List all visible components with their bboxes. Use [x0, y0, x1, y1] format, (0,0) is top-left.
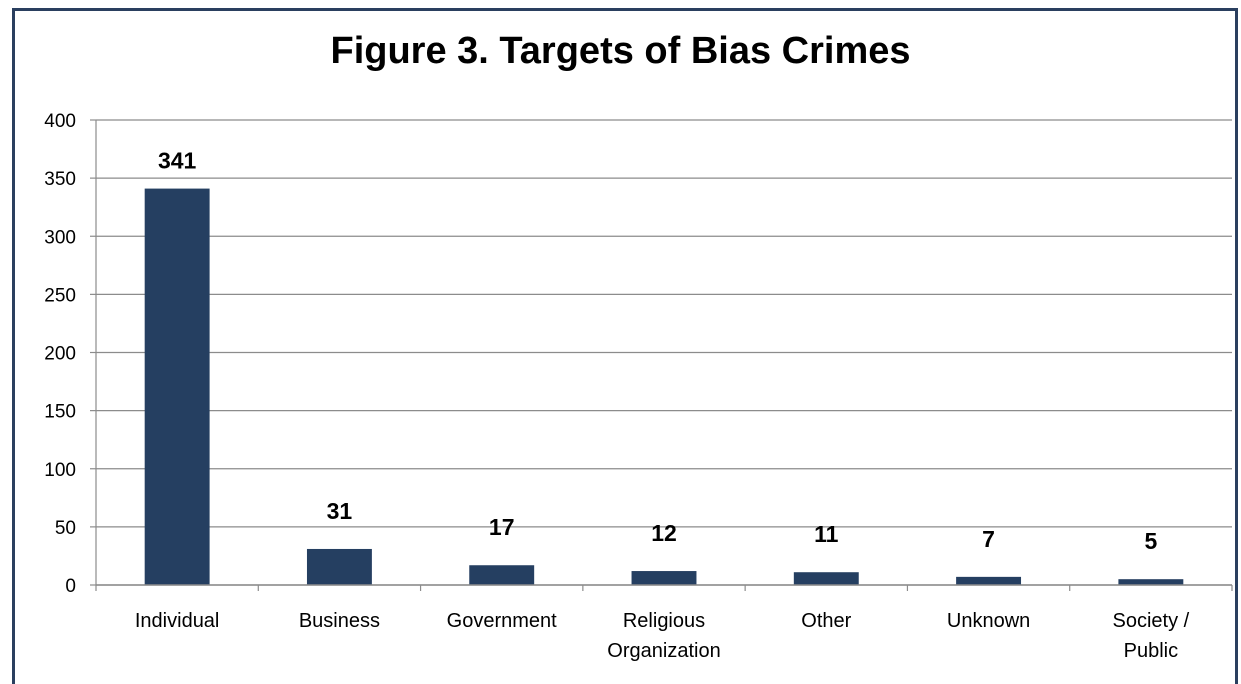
data-label: 11	[814, 521, 839, 547]
bar	[631, 571, 697, 585]
y-tick-label: 0	[65, 576, 76, 597]
y-tick-label: 250	[44, 285, 76, 306]
y-tick-label: 400	[44, 111, 76, 132]
category-label: Individual	[135, 610, 220, 632]
category-label: Organization	[607, 640, 720, 662]
category-label: Society /	[1113, 610, 1190, 632]
chart-frame	[12, 8, 1238, 684]
data-label: 31	[327, 498, 353, 524]
data-label: 12	[651, 520, 677, 546]
category-label: Government	[447, 610, 557, 632]
category-label: Unknown	[947, 610, 1030, 632]
bar	[469, 565, 535, 585]
y-tick-label: 350	[44, 169, 76, 190]
y-tick-label: 200	[44, 344, 76, 365]
data-label: 341	[158, 148, 197, 174]
category-label: Public	[1124, 640, 1178, 662]
data-label: 17	[489, 514, 515, 540]
bar	[1118, 579, 1184, 585]
category-label: Other	[801, 610, 851, 632]
category-label: Religious	[623, 610, 705, 632]
bar	[144, 188, 210, 585]
y-tick-label: 300	[44, 227, 76, 248]
y-tick-label: 100	[44, 460, 76, 481]
bar	[956, 576, 1022, 585]
category-label: Business	[299, 610, 380, 632]
y-tick-label: 50	[55, 518, 76, 539]
chart-title: Figure 3. Targets of Bias Crimes	[330, 30, 911, 72]
bar	[306, 548, 372, 585]
data-label: 5	[1144, 528, 1157, 554]
bar	[793, 572, 859, 585]
y-tick-label: 150	[44, 402, 76, 423]
data-label: 7	[982, 526, 995, 552]
